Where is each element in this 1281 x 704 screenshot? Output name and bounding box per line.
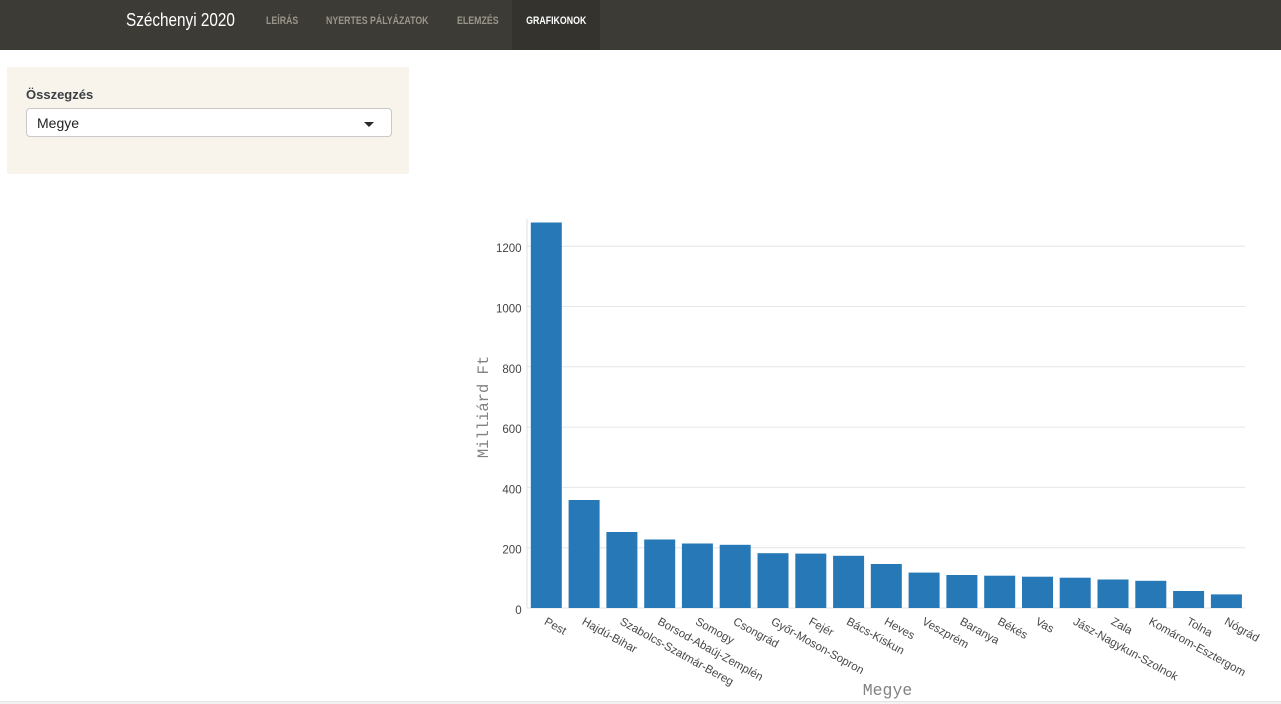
svg-text:0: 0 — [515, 605, 521, 617]
svg-text:800: 800 — [502, 364, 521, 376]
svg-text:200: 200 — [502, 545, 521, 557]
svg-text:Pest: Pest — [542, 616, 569, 638]
svg-text:Nógrád: Nógrád — [1222, 616, 1261, 645]
svg-text:Zala: Zala — [1109, 616, 1135, 638]
svg-text:Milliárd Ft: Milliárd Ft — [475, 356, 493, 458]
svg-text:600: 600 — [502, 424, 521, 436]
svg-text:Békés: Békés — [995, 616, 1029, 642]
svg-text:Vas: Vas — [1033, 616, 1056, 636]
svg-text:1200: 1200 — [496, 243, 522, 255]
svg-text:Megye: Megye — [863, 681, 913, 700]
svg-text:1000: 1000 — [496, 304, 522, 316]
svg-text:400: 400 — [502, 484, 521, 496]
